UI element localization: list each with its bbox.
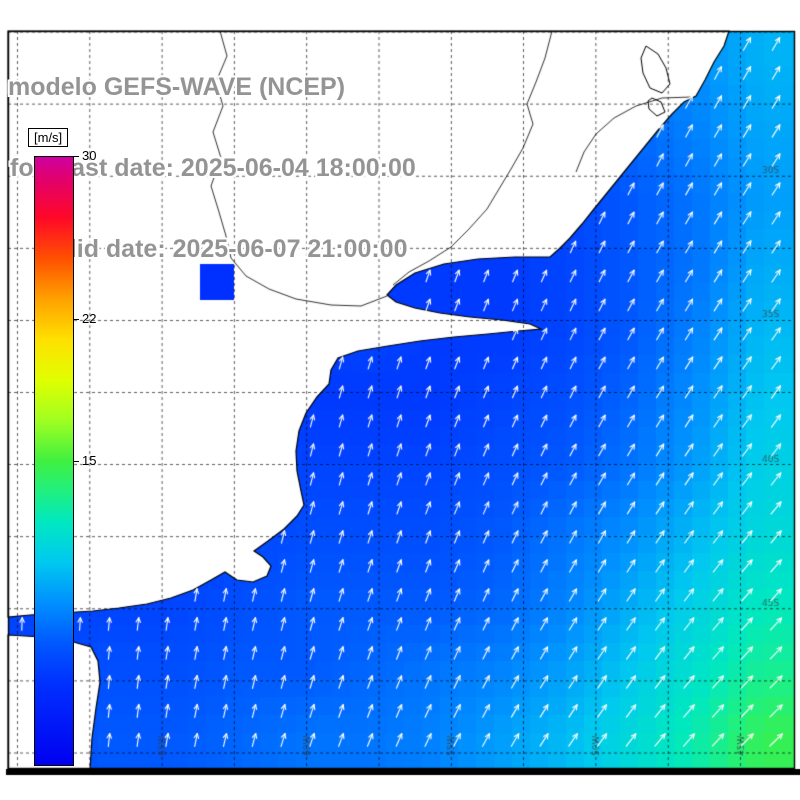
colorbar-unit-label: [m/s]: [28, 128, 69, 147]
colorbar-tick-label: 22: [82, 310, 97, 326]
colorbar-tick-label: 30: [82, 148, 97, 163]
colorbar-tick-mark: [74, 461, 79, 462]
colorbar-tick-label: 15: [82, 453, 97, 468]
colorbar-tick-mark: [74, 156, 79, 157]
model-title: modelo GEFS-WAVE (NCEP): [8, 73, 346, 101]
colorbar: [m/s] 30 22 15: [28, 128, 134, 796]
colorbar-tick-mark: [74, 318, 79, 320]
colorbar-gradient: [34, 156, 74, 766]
